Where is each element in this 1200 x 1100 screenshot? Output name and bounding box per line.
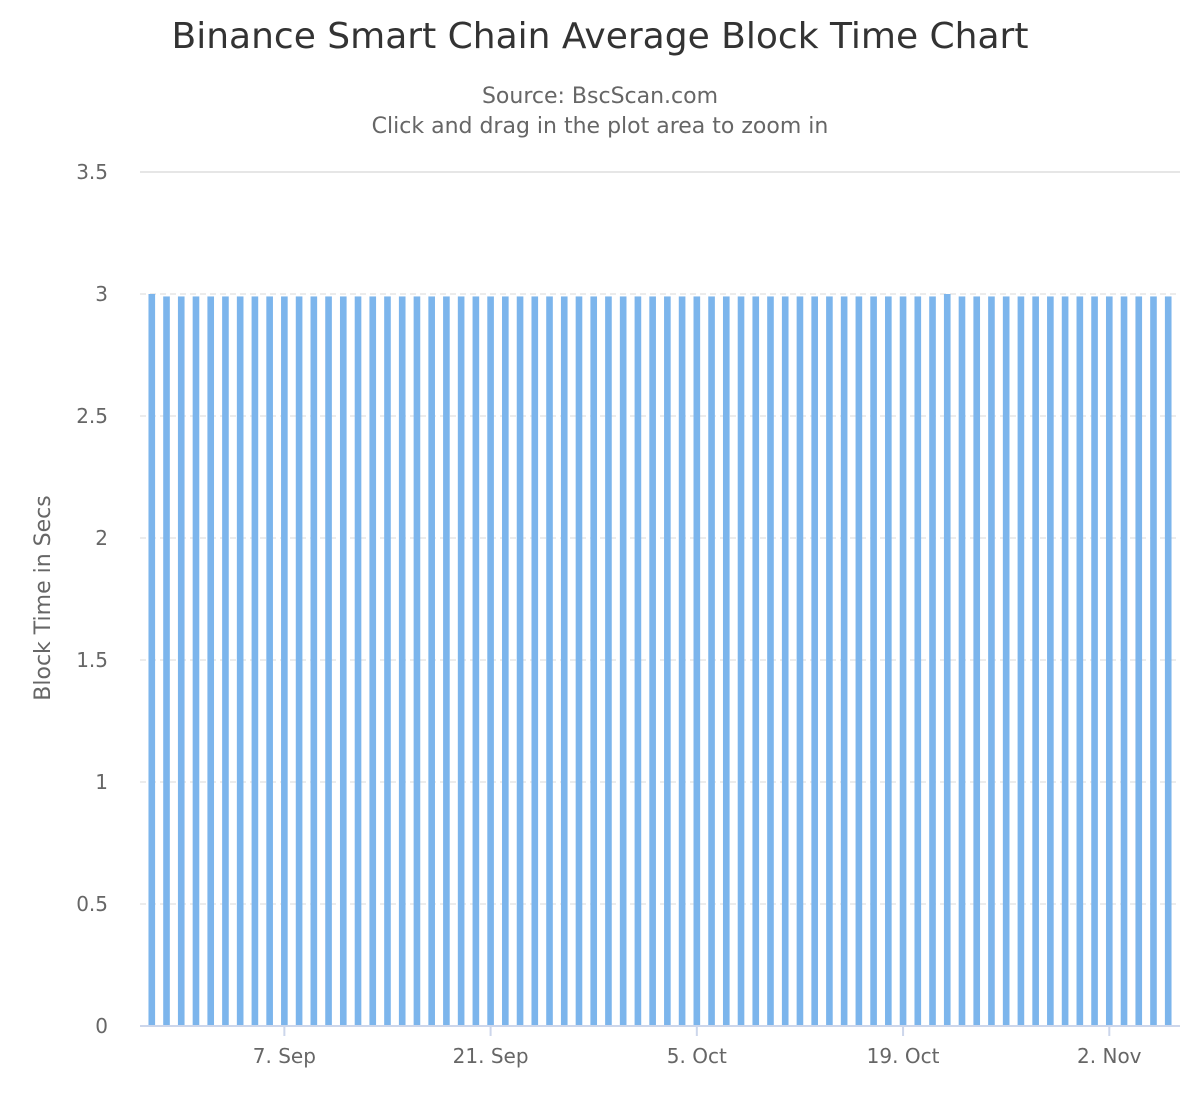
bar[interactable]: [826, 296, 833, 1026]
bar[interactable]: [531, 296, 539, 1026]
bar[interactable]: [811, 296, 818, 1026]
bar[interactable]: [1120, 296, 1128, 1026]
bar[interactable]: [310, 296, 318, 1026]
bar[interactable]: [737, 296, 745, 1026]
bar[interactable]: [619, 296, 627, 1026]
x-tick-label: 2. Nov: [1077, 1044, 1142, 1068]
bar[interactable]: [870, 296, 877, 1026]
bar[interactable]: [649, 296, 656, 1026]
bar[interactable]: [1091, 296, 1098, 1026]
bar[interactable]: [1017, 296, 1025, 1026]
bar[interactable]: [678, 296, 686, 1026]
bar[interactable]: [177, 296, 185, 1026]
bar[interactable]: [1032, 296, 1039, 1026]
y-tick-label: 3: [95, 282, 108, 306]
bar[interactable]: [1047, 296, 1054, 1026]
chart-title: Binance Smart Chain Average Block Time C…: [172, 16, 1029, 57]
bar[interactable]: [605, 296, 612, 1026]
bar[interactable]: [207, 296, 215, 1026]
y-tick-label: 3.5: [76, 160, 108, 184]
bar[interactable]: [855, 296, 863, 1026]
y-tick-label: 1.5: [76, 648, 108, 672]
bar[interactable]: [885, 296, 892, 1026]
x-tick-label: 7. Sep: [253, 1044, 316, 1068]
bar[interactable]: [767, 296, 774, 1026]
bar[interactable]: [472, 296, 480, 1026]
x-tick-label: 21. Sep: [453, 1044, 529, 1068]
bar[interactable]: [634, 296, 642, 1026]
bar[interactable]: [988, 296, 995, 1026]
y-tick-label: 0: [95, 1014, 108, 1038]
x-tick-label: 19. Oct: [867, 1044, 940, 1068]
bar[interactable]: [708, 296, 715, 1026]
bar[interactable]: [163, 296, 170, 1026]
bar[interactable]: [664, 296, 671, 1026]
x-tick-label: 5. Oct: [667, 1044, 727, 1068]
bar[interactable]: [840, 296, 848, 1026]
bar[interactable]: [398, 296, 406, 1026]
bar[interactable]: [752, 296, 760, 1026]
y-tick-label: 2: [95, 526, 108, 550]
y-tick-label: 1: [95, 770, 108, 794]
bar[interactable]: [1150, 296, 1157, 1026]
bar[interactable]: [958, 296, 966, 1026]
bar[interactable]: [428, 296, 435, 1026]
bar-series[interactable]: [148, 294, 1172, 1026]
bar[interactable]: [295, 296, 303, 1026]
y-axis-ticks: 0 0.5 1 1.5 2 2.5 3 3.5: [76, 160, 108, 1038]
bar[interactable]: [722, 296, 730, 1026]
chart-subtitle-zoom-hint: Click and drag in the plot area to zoom …: [372, 114, 829, 139]
bar[interactable]: [899, 296, 907, 1026]
bar[interactable]: [413, 296, 421, 1026]
bar[interactable]: [325, 296, 332, 1026]
bar[interactable]: [266, 296, 273, 1026]
bar[interactable]: [281, 296, 288, 1026]
bar[interactable]: [1105, 296, 1113, 1026]
bar[interactable]: [693, 296, 701, 1026]
bar[interactable]: [487, 296, 494, 1026]
bar[interactable]: [339, 296, 347, 1026]
bar[interactable]: [575, 296, 583, 1026]
bar[interactable]: [929, 296, 936, 1026]
bar[interactable]: [781, 296, 789, 1026]
bar[interactable]: [236, 296, 244, 1026]
bar[interactable]: [384, 296, 391, 1026]
bar[interactable]: [502, 296, 509, 1026]
x-axis: 7. Sep 21. Sep 5. Oct 19. Oct 2. Nov: [140, 1025, 1180, 1068]
bar[interactable]: [354, 296, 362, 1026]
bar[interactable]: [251, 296, 259, 1026]
y-tick-label: 2.5: [76, 404, 108, 428]
bar[interactable]: [943, 294, 951, 1026]
bar[interactable]: [914, 296, 922, 1026]
bar[interactable]: [973, 296, 981, 1026]
bar[interactable]: [1061, 296, 1069, 1026]
bar[interactable]: [457, 296, 465, 1026]
bar[interactable]: [148, 294, 156, 1026]
bar[interactable]: [369, 296, 377, 1026]
chart-subtitle-source: Source: BscScan.com: [482, 84, 718, 109]
bar[interactable]: [443, 296, 450, 1026]
bar[interactable]: [516, 296, 524, 1026]
bar[interactable]: [590, 296, 598, 1026]
bar[interactable]: [192, 296, 200, 1026]
bar[interactable]: [560, 296, 568, 1026]
y-axis-title: Block Time in Secs: [31, 495, 56, 700]
bar[interactable]: [796, 296, 804, 1026]
bar[interactable]: [1135, 296, 1143, 1026]
bar[interactable]: [1164, 296, 1172, 1026]
bar[interactable]: [1076, 296, 1084, 1026]
bar[interactable]: [222, 296, 229, 1026]
bar[interactable]: [546, 296, 553, 1026]
bar[interactable]: [1002, 296, 1010, 1026]
y-tick-label: 0.5: [76, 892, 108, 916]
